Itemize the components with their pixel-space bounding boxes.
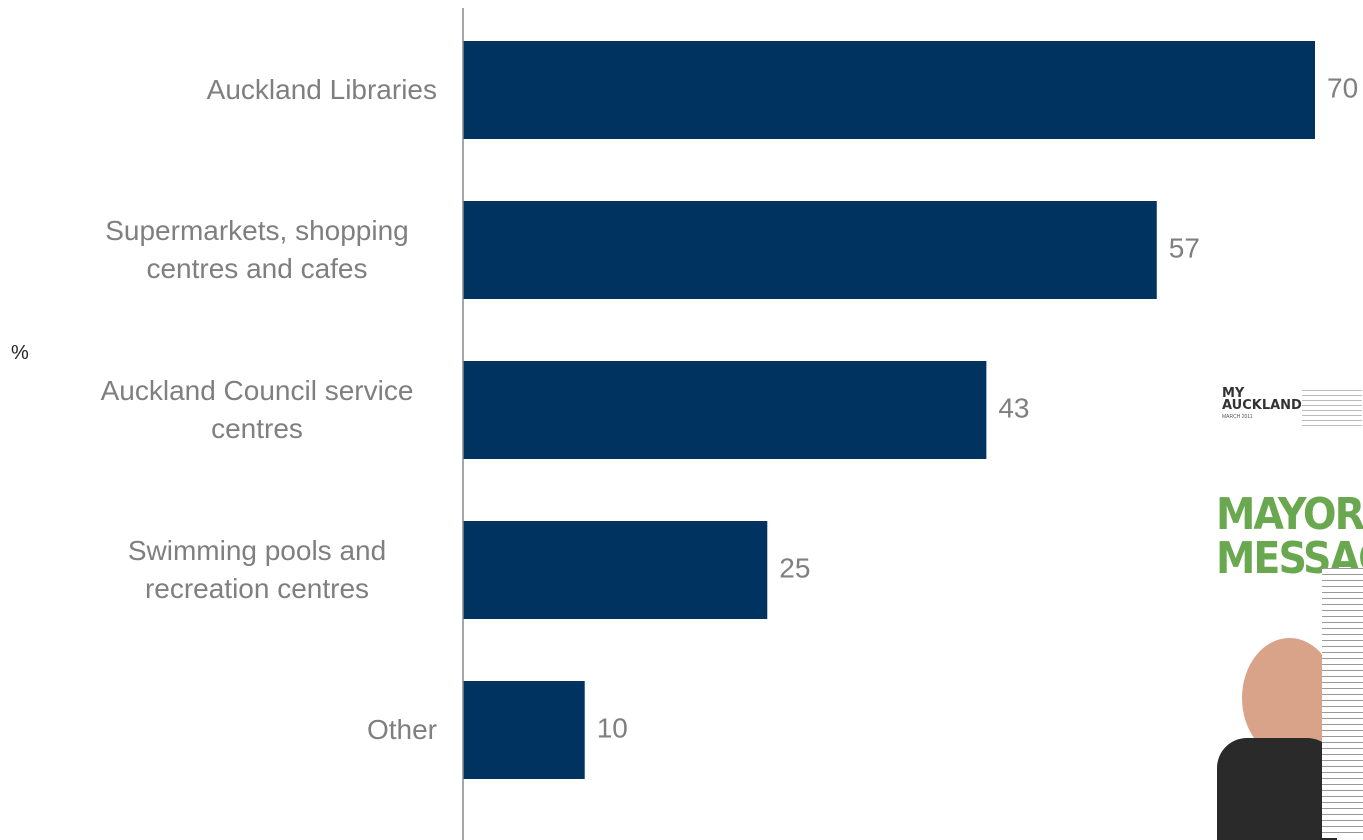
text-block bbox=[1322, 568, 1363, 838]
bar bbox=[463, 201, 1157, 299]
axis-label: % bbox=[11, 342, 29, 364]
value-label: 25 bbox=[779, 552, 810, 583]
bar bbox=[463, 361, 987, 459]
category-label: Swimming pools and recreation centres bbox=[127, 535, 387, 604]
category-label: Other bbox=[366, 714, 437, 745]
bar bbox=[463, 681, 585, 779]
date: MARCH 2011 bbox=[1222, 414, 1253, 420]
category-label: Auckland Council service centres bbox=[100, 375, 414, 444]
portrait-suit bbox=[1217, 738, 1337, 840]
value-label: 43 bbox=[998, 392, 1029, 423]
text-block bbox=[1302, 390, 1362, 430]
category-label: Auckland Libraries bbox=[206, 74, 437, 105]
bar bbox=[463, 41, 1315, 139]
value-label: 57 bbox=[1169, 232, 1200, 263]
value-label: 10 bbox=[597, 712, 628, 743]
magazine-cover: MY AUCKLAND MARCH 2011 MAYOR'S MESSAGE bbox=[1212, 368, 1363, 840]
value-label: 70 bbox=[1327, 72, 1358, 103]
category-label: Supermarkets, shopping centres and cafes bbox=[105, 215, 409, 284]
logo: MY AUCKLAND bbox=[1222, 386, 1302, 413]
bar bbox=[463, 521, 768, 619]
